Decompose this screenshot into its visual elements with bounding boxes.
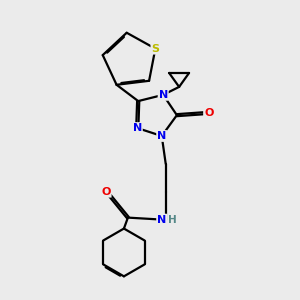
Text: O: O — [204, 108, 213, 118]
Text: H: H — [168, 214, 177, 225]
Text: O: O — [101, 187, 111, 197]
Text: N: N — [157, 214, 167, 225]
Text: S: S — [152, 44, 159, 54]
Text: N: N — [133, 123, 142, 133]
Text: N: N — [157, 131, 167, 141]
Text: N: N — [159, 90, 168, 100]
